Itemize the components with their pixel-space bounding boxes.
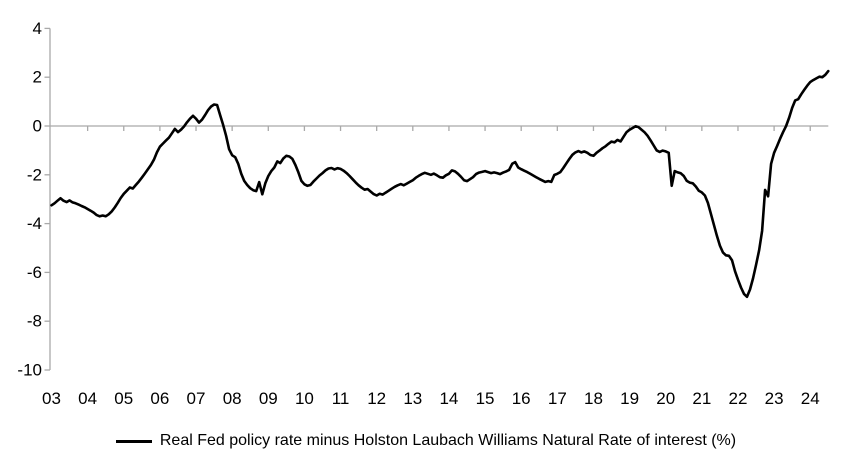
x-axis-tick-label: 04 bbox=[78, 389, 97, 408]
x-axis-tick-label: 06 bbox=[150, 389, 169, 408]
series-line bbox=[50, 69, 830, 299]
x-axis-tick-label: 09 bbox=[259, 389, 278, 408]
x-axis-tick-label: 05 bbox=[114, 389, 133, 408]
x-axis-tick-label: 17 bbox=[548, 389, 567, 408]
legend-line-sample bbox=[115, 439, 152, 443]
y-axis-tick-label: -8 bbox=[27, 312, 42, 331]
x-axis-tick-label: 03 bbox=[42, 389, 61, 408]
x-axis-tick-label: 08 bbox=[223, 389, 242, 408]
x-axis-tick-label: 23 bbox=[765, 389, 784, 408]
x-axis-tick-label: 21 bbox=[692, 389, 711, 408]
x-axis-tick-label: 12 bbox=[367, 389, 386, 408]
legend: Real Fed policy rate minus Holston Lauba… bbox=[0, 430, 852, 452]
legend-label: Real Fed policy rate minus Holston Lauba… bbox=[159, 432, 737, 449]
x-axis-tick-label: 10 bbox=[295, 389, 314, 408]
x-axis-tick-label: 19 bbox=[620, 389, 639, 408]
y-axis-tick-label: 0 bbox=[33, 117, 42, 136]
x-axis-tick-label: 20 bbox=[656, 389, 675, 408]
y-axis-tick-label: 2 bbox=[33, 68, 42, 87]
x-axis-tick-label: 24 bbox=[801, 389, 820, 408]
x-axis-tick-label: 13 bbox=[403, 389, 422, 408]
y-axis-tick-label: -6 bbox=[27, 263, 42, 282]
x-axis-tick-label: 18 bbox=[584, 389, 603, 408]
x-axis-tick-label: 11 bbox=[332, 389, 350, 408]
x-axis-tick-label: 14 bbox=[439, 389, 458, 408]
y-axis-tick-label: -4 bbox=[27, 214, 42, 233]
y-axis-tick-label: 4 bbox=[33, 19, 42, 38]
x-axis-tick-label: 16 bbox=[512, 389, 531, 408]
y-axis-tick-label: -10 bbox=[17, 361, 42, 380]
x-axis-tick-label: 22 bbox=[729, 389, 748, 408]
x-axis-tick-label: 15 bbox=[476, 389, 495, 408]
y-axis-tick-label: -2 bbox=[27, 165, 42, 184]
x-axis-tick-label: 07 bbox=[187, 389, 206, 408]
